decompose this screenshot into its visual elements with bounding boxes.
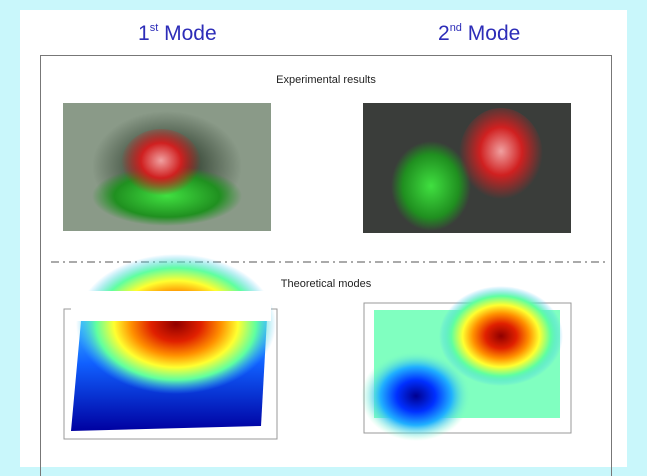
mode-label: Mode (164, 22, 217, 45)
mode-number: 1 (138, 22, 150, 45)
mode-heading: 1st Mode (138, 22, 217, 46)
mode-suffix: nd (450, 22, 462, 34)
mode-heading: 2nd Mode (438, 22, 520, 46)
mode-label: Mode (468, 22, 521, 45)
mode-number: 2 (438, 22, 450, 45)
figure-frame: Experimental results Theoretical modes (40, 55, 612, 476)
slide: 1st Mode 2nd Mode Experimental results T… (0, 0, 647, 467)
slide-sheet: 1st Mode 2nd Mode Experimental results T… (20, 10, 627, 467)
figure-art (41, 56, 611, 476)
mode-suffix: st (150, 22, 159, 34)
